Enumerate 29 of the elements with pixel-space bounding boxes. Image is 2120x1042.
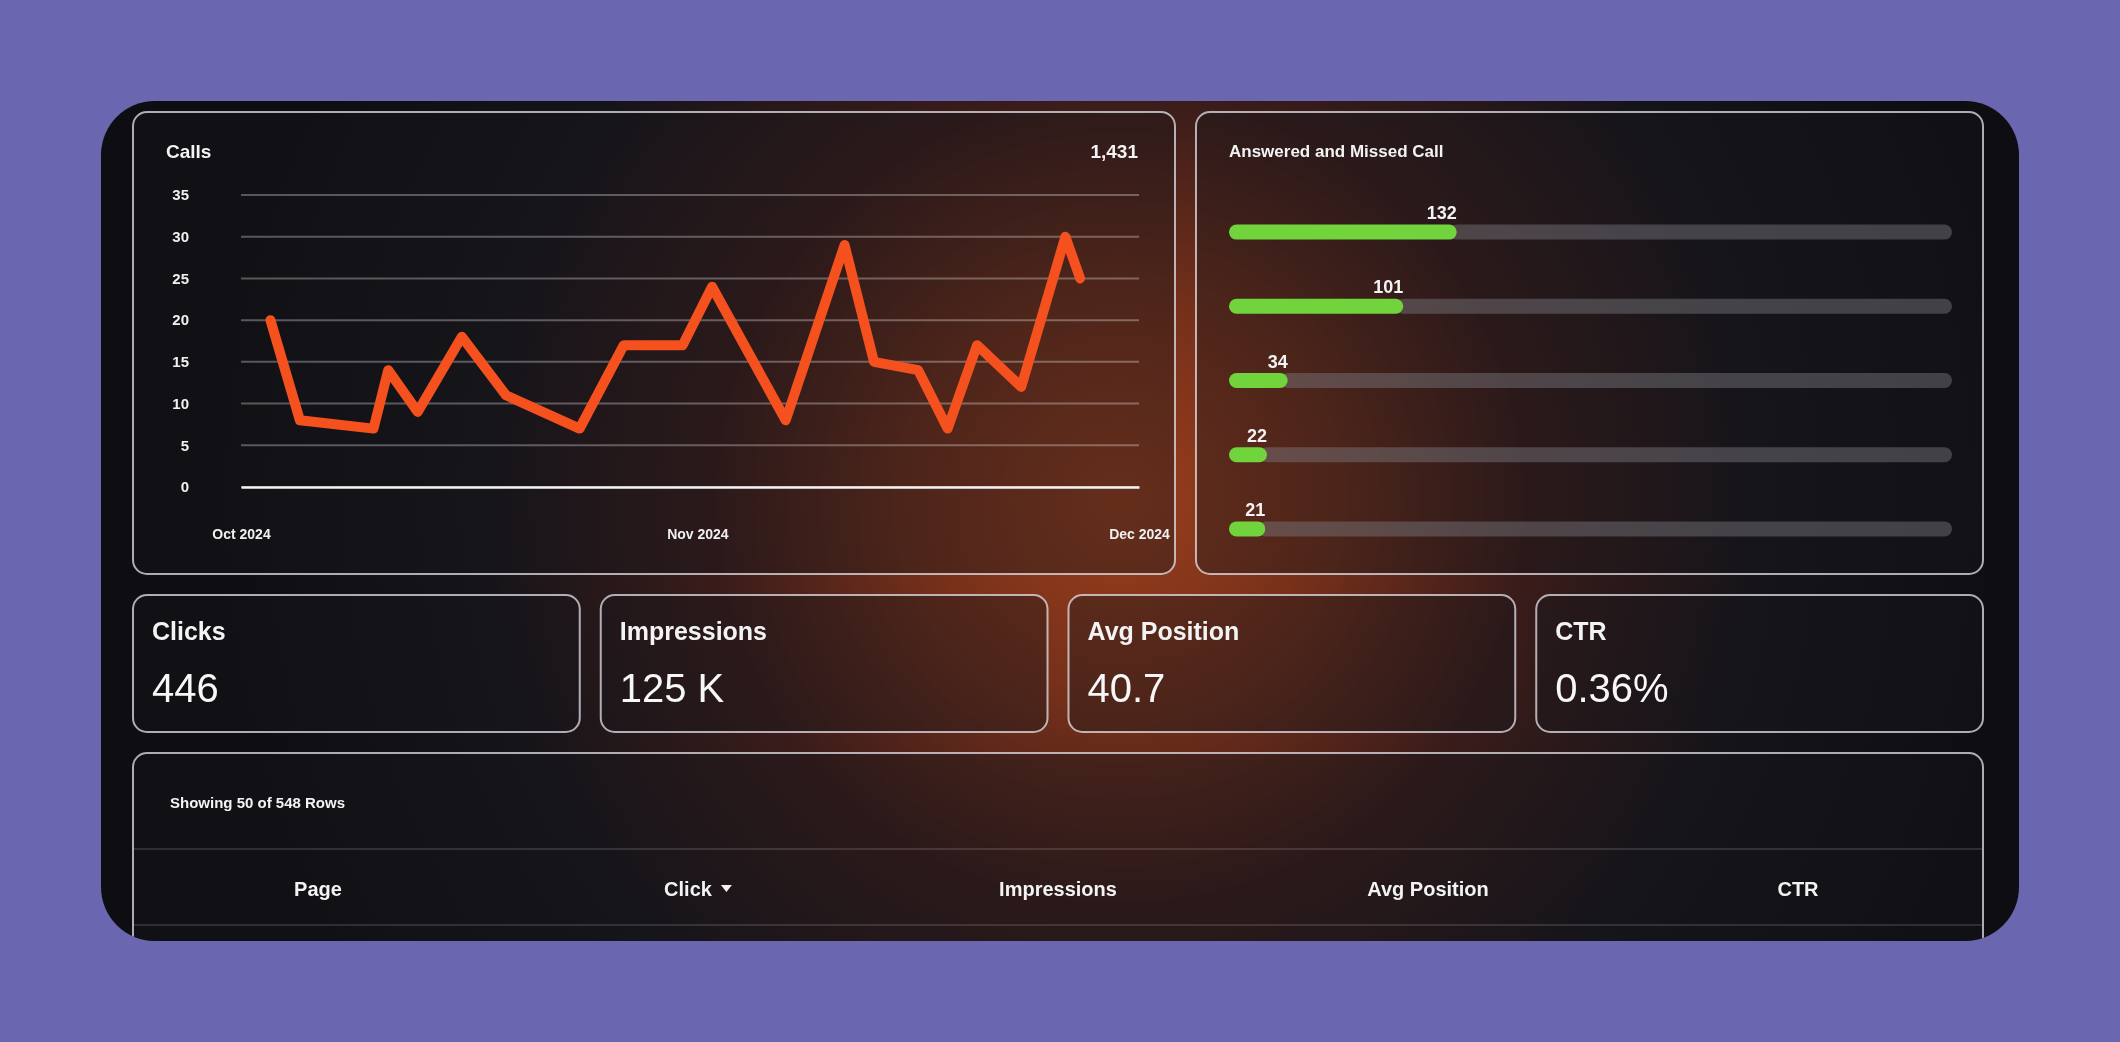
text: 1,431 (1090, 141, 1139, 162)
data-label: 22 (1246, 425, 1267, 446)
data-label: 101 (1373, 277, 1404, 298)
chart-title: Answered and Missed Call (1229, 142, 1444, 161)
bar (1229, 447, 1267, 463)
x-tick-label: Nov 2024 (667, 525, 729, 542)
category-label: Avg Position (1367, 878, 1489, 900)
y-tick-label: 5 (180, 436, 189, 454)
bar (1229, 521, 1266, 537)
chart-title: Calls (166, 141, 212, 162)
bar (1229, 373, 1288, 388)
y-tick-label: 20 (172, 311, 189, 329)
category-label: Impressions (999, 878, 1117, 900)
category-label: Click (664, 878, 713, 900)
data-label: 34 (1267, 351, 1288, 372)
y-tick-label: 35 (172, 186, 189, 204)
y-tick-label: 25 (172, 269, 189, 287)
x-tick-label: Dec 2024 (1109, 525, 1171, 542)
y-tick-label: 10 (172, 394, 189, 412)
data-label: 21 (1245, 499, 1266, 520)
bar (1229, 298, 1404, 314)
y-tick-label: 0 (180, 478, 189, 496)
category-label: CTR (1777, 878, 1820, 900)
x-tick-label: Oct 2024 (212, 525, 271, 542)
y-tick-label: 15 (172, 353, 189, 371)
category-label: Page (294, 878, 342, 900)
data-label: 132 (1426, 203, 1457, 224)
y-tick-label: 30 (172, 228, 189, 246)
text: Showing 50 of 548 Rows (170, 794, 346, 811)
